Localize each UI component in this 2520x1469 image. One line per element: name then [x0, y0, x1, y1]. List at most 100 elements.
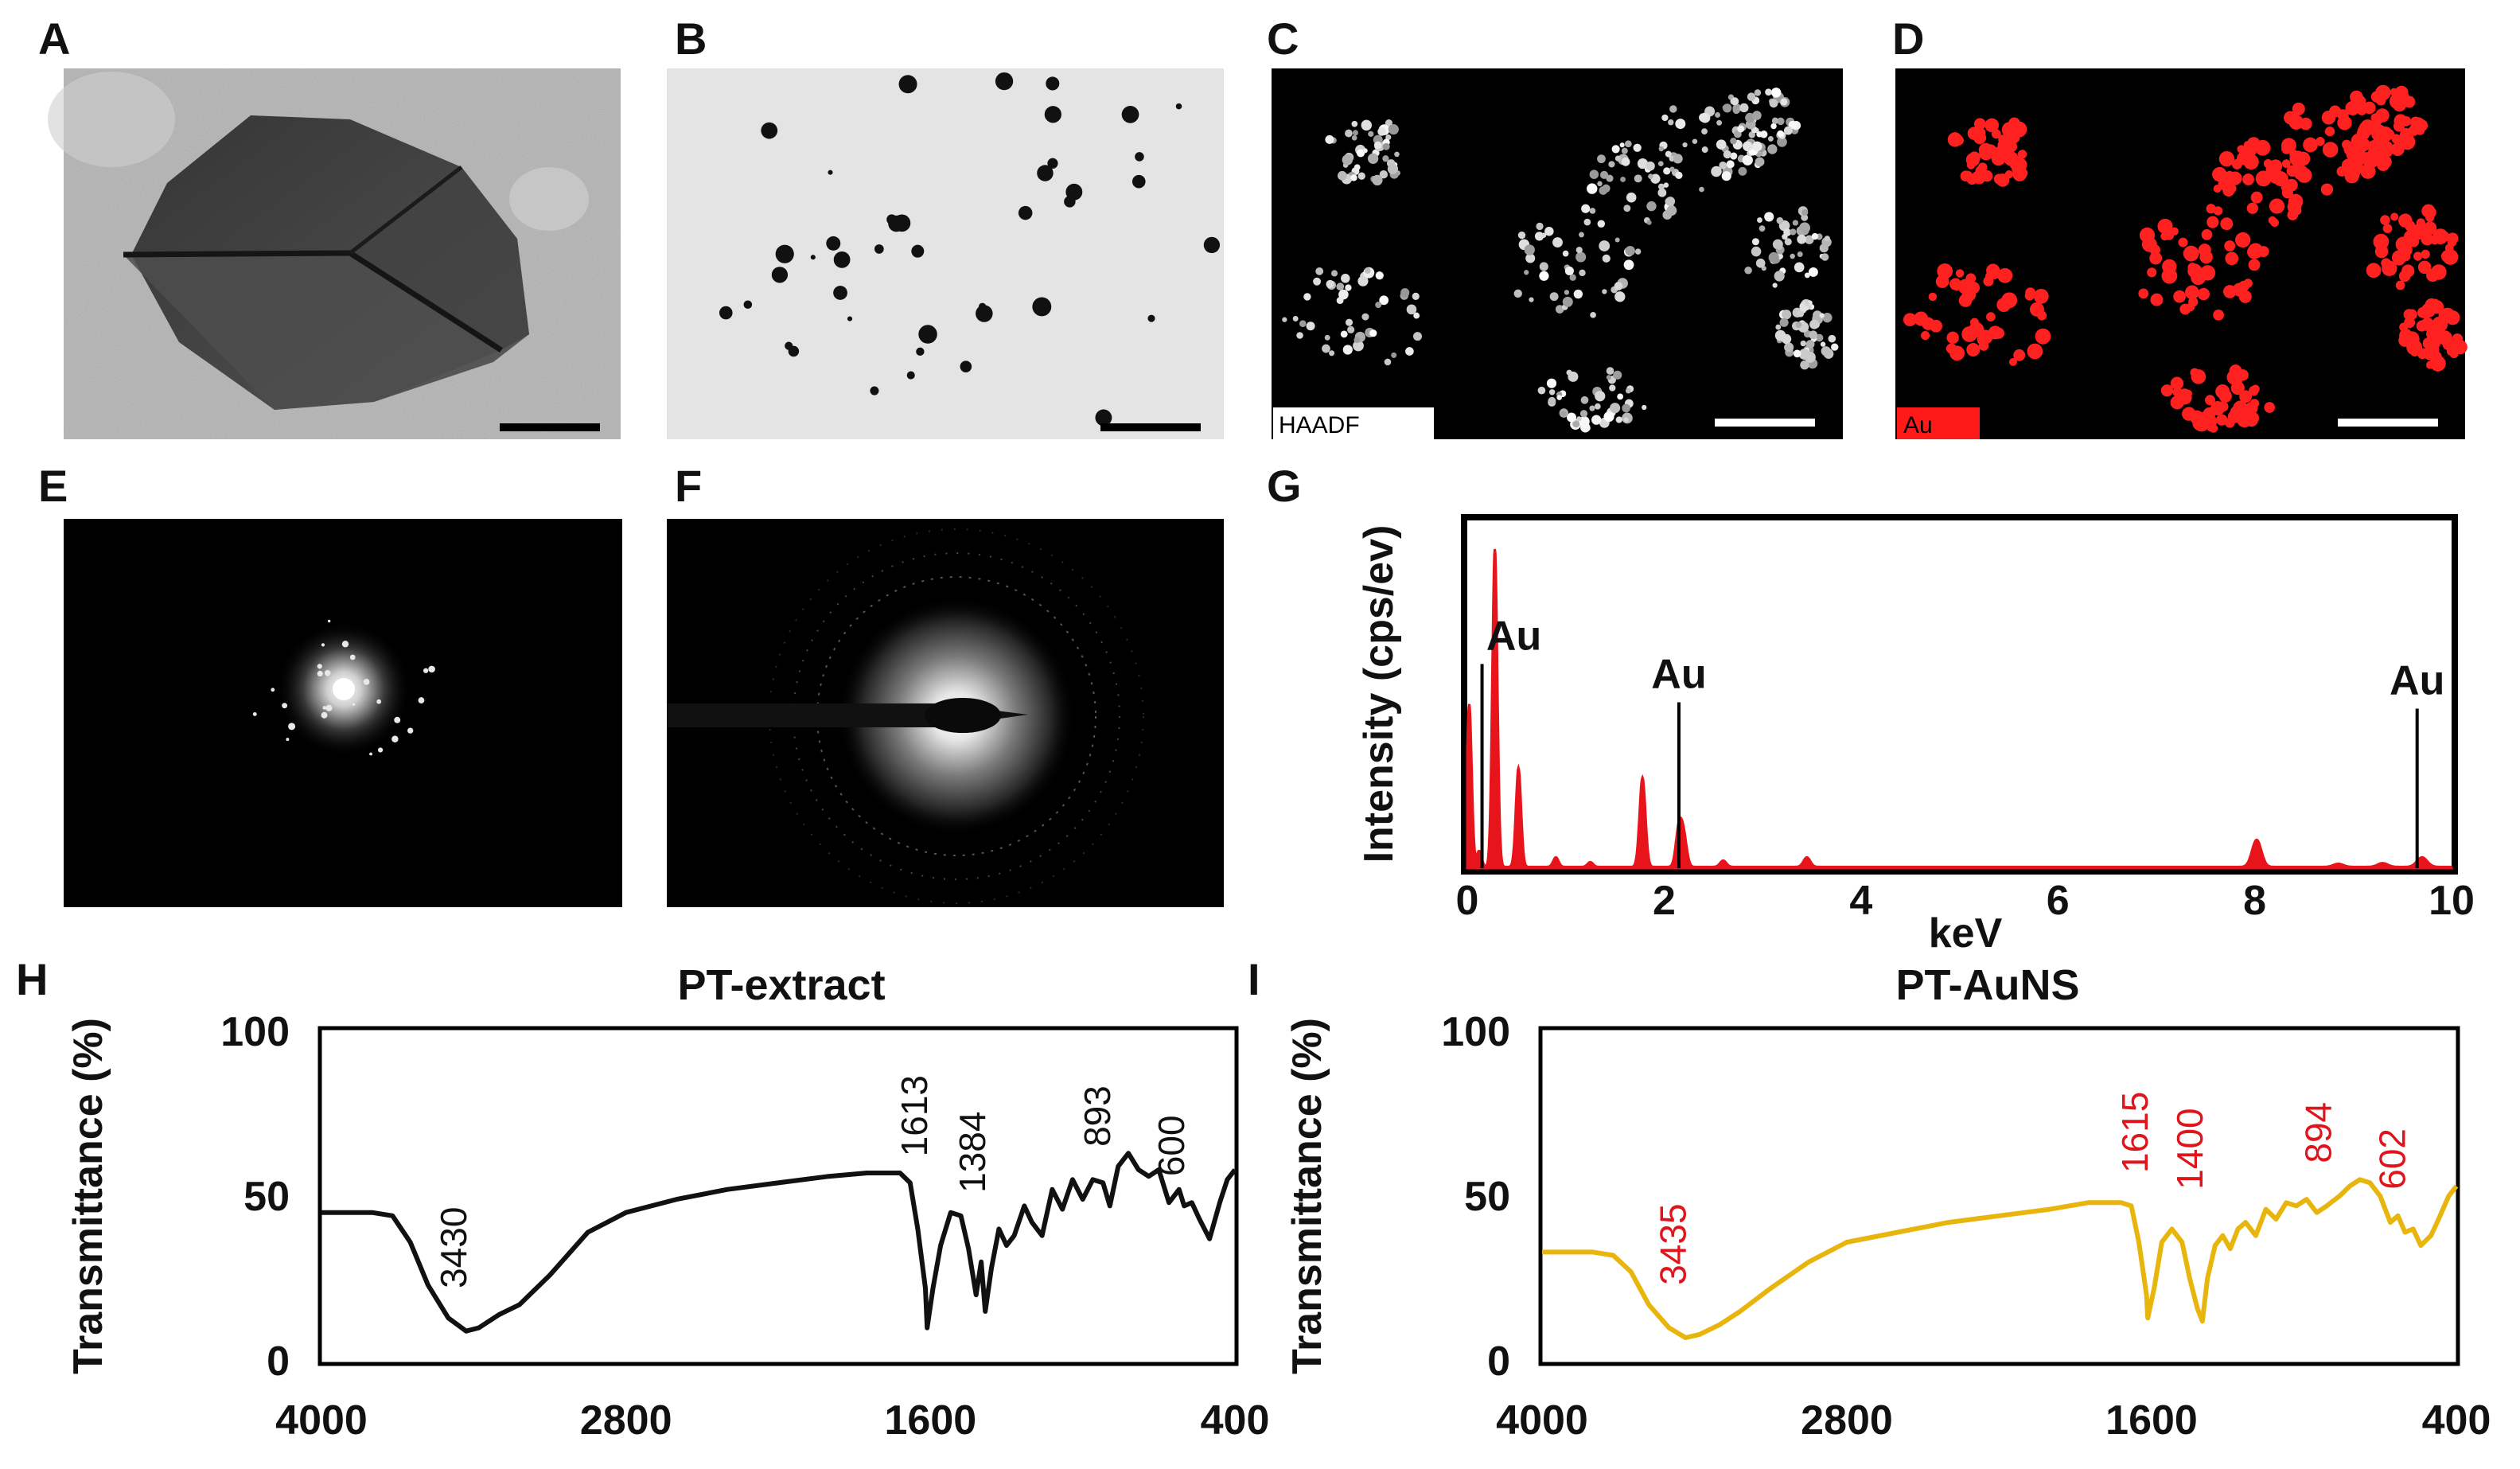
haadf-particle [1682, 142, 1688, 148]
haadf-image: HAADF [1272, 68, 1843, 439]
au-particle [2149, 251, 2163, 265]
haadf-particle [1589, 170, 1599, 179]
haadf-particle [1306, 321, 1315, 331]
haadf-particle [1579, 232, 1584, 238]
au-particle [1997, 267, 2013, 283]
au-particle [1986, 263, 2000, 278]
haadf-particle [1544, 226, 1554, 236]
au-particle [1977, 334, 1988, 345]
diffraction-spot [418, 697, 425, 703]
haadf-particle [1784, 238, 1792, 246]
au-particle [2423, 221, 2437, 235]
au-particle [2394, 85, 2409, 99]
haadf-particle [1540, 232, 1547, 238]
haadf-particle [1556, 395, 1562, 400]
au-particle [2375, 108, 2390, 123]
haadf-particle [1742, 154, 1753, 166]
haadf-particle [1757, 217, 1762, 224]
au-particle [2150, 293, 2164, 306]
haadf-particle [1562, 296, 1573, 307]
nanoparticle-dot [719, 306, 733, 320]
haadf-particle [1620, 177, 1626, 182]
panel-label-g: G [1267, 461, 1302, 511]
nanoparticle-dot [898, 75, 917, 94]
nanoparticle-dot [828, 170, 833, 175]
haadf-particle [1764, 212, 1774, 222]
au-particle [2375, 139, 2390, 154]
haadf-particle [1405, 347, 1414, 356]
haadf-particle [1368, 131, 1374, 137]
haadf-particle [1353, 337, 1361, 344]
haadf-particle [1614, 237, 1620, 243]
diffraction-spot [252, 711, 257, 716]
au-particle [2358, 121, 2374, 137]
haadf-particle [1324, 334, 1330, 341]
au-particle [2413, 251, 2423, 261]
haadf-particle [1730, 138, 1737, 145]
au-particle [1965, 273, 1977, 284]
haadf-particle [1583, 218, 1591, 226]
haadf-particle [1329, 350, 1335, 357]
au-particle [1920, 330, 1930, 341]
haadf-particle [1805, 235, 1814, 244]
haadf-particle [1552, 237, 1563, 248]
au-particle [2432, 228, 2448, 244]
au-particle [2199, 265, 2216, 281]
haadf-particle [1569, 274, 1576, 281]
eds-x-tick-label: 0 [1456, 878, 1479, 924]
au-particle [1992, 327, 2004, 339]
nanoparticle-dot [1046, 76, 1060, 91]
haadf-particle [1539, 271, 1549, 281]
haadf-particle [1560, 411, 1567, 417]
au-particle [2344, 169, 2359, 184]
haadf-particle [1299, 320, 1307, 328]
diffraction-spot [363, 679, 370, 685]
ftir-x-tick-label: 1600 [2105, 1397, 2198, 1444]
au-particle [2324, 126, 2335, 137]
ftir-extract-frame [317, 1026, 1239, 1366]
au-particle [2417, 260, 2432, 275]
nanoparticle-dot [1203, 236, 1221, 254]
diffraction-spot [286, 738, 290, 742]
haadf-particle [1719, 162, 1727, 170]
au-particle [1965, 153, 1980, 167]
haadf-particle [1779, 318, 1789, 327]
haadf-particle [1580, 422, 1591, 433]
nanoparticle-dot [960, 360, 972, 372]
au-particle [2243, 144, 2257, 158]
au-particle [2171, 396, 2183, 407]
haadf-particle [1634, 174, 1642, 183]
au-particle [2366, 263, 2382, 279]
haadf-particle [1755, 258, 1766, 268]
au-particle [2419, 319, 2429, 330]
au-particle [2025, 287, 2036, 298]
haadf-particle [1575, 247, 1583, 254]
au-particle [1997, 139, 2009, 151]
haadf-particle [1606, 375, 1611, 380]
haadf-particle [1361, 313, 1369, 321]
au-particle [2237, 145, 2245, 154]
haadf-particle [1513, 289, 1522, 298]
diffraction-spot [349, 654, 356, 660]
au-particle [2289, 150, 2299, 159]
haadf-particle [1669, 166, 1675, 172]
au-particle [2216, 414, 2228, 426]
au-particle [2395, 280, 2405, 290]
eds-x-axis-label: keV [1929, 910, 2003, 957]
diffraction-spot [321, 711, 328, 719]
nanoparticle-dot [761, 122, 778, 139]
haadf-particle [1566, 412, 1577, 423]
haadf-particle [1617, 393, 1624, 400]
haadf-particle [1357, 149, 1365, 158]
au-particle [2428, 350, 2442, 364]
haadf-particle [1351, 134, 1357, 141]
ftir-x-tick-label: 4000 [275, 1397, 368, 1444]
au-particle [2238, 280, 2249, 292]
au-particle [2377, 126, 2393, 142]
au-particle [2320, 183, 2334, 196]
diffraction-spot [317, 664, 322, 669]
haadf-particle [1621, 157, 1630, 166]
au-particle [2242, 173, 2254, 185]
nanoparticle-dot [847, 316, 853, 321]
au-particle [2205, 395, 2215, 406]
